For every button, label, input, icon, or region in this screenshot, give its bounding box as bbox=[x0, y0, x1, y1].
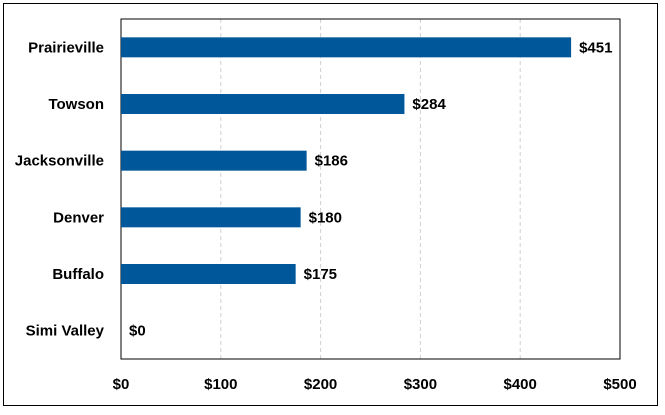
category-label: Buffalo bbox=[52, 266, 104, 283]
bar bbox=[121, 150, 307, 171]
plot-area bbox=[120, 18, 621, 360]
bar bbox=[121, 207, 301, 228]
labels: $0 $100 $200 $300 $400 $500 Prairieville $451 To… bbox=[15, 39, 637, 393]
category-label: Jacksonville bbox=[15, 153, 104, 170]
bar bbox=[121, 94, 405, 114]
bar bbox=[121, 264, 296, 284]
data-label: $284 bbox=[412, 96, 446, 113]
category-label: Simi Valley bbox=[26, 323, 105, 340]
category-label: Denver bbox=[53, 209, 104, 226]
data-label: $0 bbox=[129, 323, 146, 340]
chart-frame bbox=[3, 3, 658, 406]
x-tick-label: $200 bbox=[304, 376, 337, 393]
x-tick-label: $100 bbox=[204, 376, 237, 393]
x-tick-label: $0 bbox=[113, 376, 130, 393]
x-tick-label: $400 bbox=[504, 376, 537, 393]
category-label: Towson bbox=[48, 96, 104, 113]
data-label: $175 bbox=[304, 266, 337, 283]
data-label: $186 bbox=[315, 153, 348, 170]
category-label: Prairieville bbox=[28, 39, 104, 56]
data-label: $451 bbox=[579, 39, 612, 56]
x-tick-label: $300 bbox=[404, 376, 437, 393]
data-label: $180 bbox=[309, 209, 342, 226]
bars bbox=[121, 37, 572, 284]
grid-lines bbox=[220, 19, 521, 359]
bar bbox=[121, 37, 572, 58]
x-tick-label: $500 bbox=[603, 376, 636, 393]
